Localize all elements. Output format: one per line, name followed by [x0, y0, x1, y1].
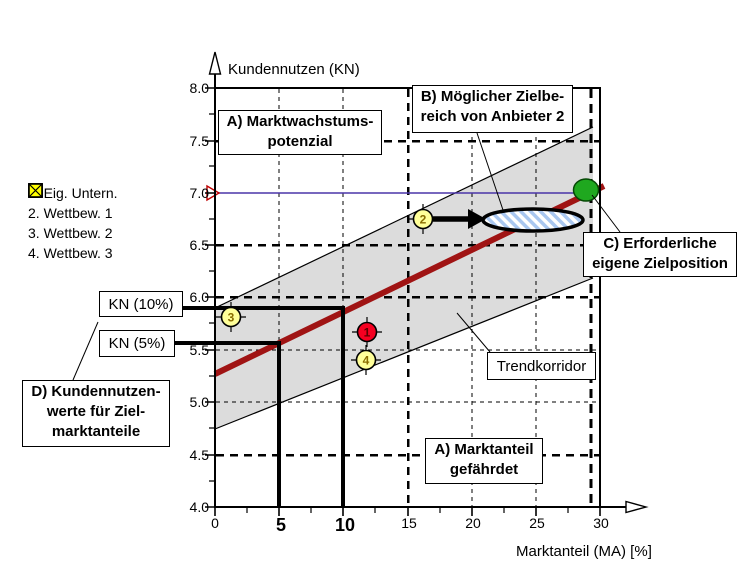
- annotation-zielbereich-anbieter2: B) Möglicher Zielbe- reich von Anbieter …: [412, 85, 573, 133]
- y-tick-4.5: 4.5: [190, 447, 210, 463]
- annotation-line: KN (5%): [108, 335, 166, 352]
- annotation-trendkorridor: Trendkorridor: [487, 352, 596, 380]
- x-tick-10: 10: [335, 515, 355, 535]
- x-tick-labels: 0 5 10 15 20 25 30: [211, 515, 609, 535]
- annotation-marktanteil-gefaehrdet: A) Marktanteil gefährdet: [425, 438, 543, 484]
- annotation-line: B) Möglicher Zielbe-: [420, 88, 565, 105]
- connector-trendkorridor: [456, 312, 491, 353]
- annotation-line: D) Kundennutzen-: [31, 383, 161, 400]
- x-tick-0: 0: [211, 515, 219, 531]
- legend-item-wettbew-2: 3. Wettbew. 2: [28, 183, 118, 243]
- shift-arrow-icon: [433, 209, 486, 229]
- marker-2-label: 2: [420, 213, 427, 227]
- annotation-line: eigene Zielposition: [592, 255, 728, 272]
- y-tick-5.0: 5.0: [190, 394, 210, 410]
- x-minor-ticks: [246, 507, 569, 513]
- x-axis-title: Marktanteil (MA) [%]: [516, 543, 652, 560]
- marker-3-wettbew-2: 3: [216, 302, 246, 332]
- marker-4-wettbew-3: 4: [351, 345, 381, 375]
- marker-4-label: 4: [363, 354, 370, 368]
- legend-swatch-yellow-icon: [28, 183, 43, 198]
- x-tick-15: 15: [401, 515, 417, 531]
- annotation-line: KN (10%): [108, 296, 174, 313]
- target-position-marker: [572, 178, 600, 202]
- annotation-erforderliche-zielposition: C) Erforderliche eigene Zielposition: [583, 232, 737, 277]
- annotation-line: gefährdet: [449, 461, 519, 478]
- legend-item-wettbew-1: 2. Wettbew. 1: [28, 183, 118, 223]
- legend: 1. Eig. Untern. 2. Wettbew. 1 3. Wettbew…: [28, 183, 118, 263]
- x-tick-20: 20: [465, 515, 481, 531]
- annotation-kn-10-percent: KN (10%): [99, 291, 183, 317]
- annotation-line: potenzial: [267, 133, 333, 150]
- annotation-marktwachstumspotenzial: A) Marktwachstums- potenzial: [218, 110, 382, 155]
- connector-b-to-ellipse: [476, 132, 504, 211]
- annotation-connectors: [72, 132, 621, 381]
- x-major-ticks: [214, 507, 601, 516]
- marker-1-eig-untern: 1: [352, 317, 382, 347]
- target-share-construction-lines: [175, 306, 345, 507]
- y-tick-labels: 8.0 7.5 7.0 6.5 6.0 5.5 5.0 4.5 4.0: [190, 80, 210, 515]
- kn10-construction-line: [183, 306, 345, 507]
- annotation-line: Trendkorridor: [496, 358, 587, 375]
- annotation-line: A) Marktwachstums-: [226, 113, 374, 130]
- axes: [205, 51, 649, 516]
- y-tick-7.0: 7.0: [190, 185, 210, 201]
- x-tick-5: 5: [276, 515, 286, 535]
- y-tick-8.0: 8.0: [190, 80, 210, 96]
- annotation-kn-5-percent: KN (5%): [99, 330, 175, 357]
- y-tick-5.5: 5.5: [190, 342, 210, 358]
- target-zone-ellipse: [481, 207, 585, 233]
- y-axis-title: Kundennutzen (KN): [228, 61, 360, 78]
- annotation-kundennutzenwerte: D) Kundennutzen- werte für Ziel- marktan…: [22, 380, 170, 447]
- y-tick-6.5: 6.5: [190, 237, 210, 253]
- annotation-line: werte für Ziel-: [46, 403, 146, 420]
- marker-2-wettbew-1: 2: [408, 204, 438, 234]
- annotation-line: reich von Anbieter 2: [420, 108, 565, 125]
- legend-label: 2. Wettbew. 1: [28, 205, 113, 221]
- annotation-line: A) Marktanteil: [434, 441, 534, 458]
- y-tick-6.0: 6.0: [190, 289, 210, 305]
- y-tick-7.5: 7.5: [190, 133, 210, 149]
- annotation-line: marktanteile: [51, 423, 141, 440]
- kn5-construction-line: [175, 341, 281, 507]
- marker-1-label: 1: [364, 326, 371, 340]
- y-minor-ticks: [209, 113, 215, 482]
- x-tick-30: 30: [593, 515, 609, 531]
- legend-label: 1. Eig. Untern.: [28, 185, 118, 201]
- marker-3-label: 3: [228, 311, 235, 325]
- x-tick-25: 25: [529, 515, 545, 531]
- legend-item-wettbew-3: 4. Wettbew. 3: [28, 183, 118, 263]
- y-tick-4.0: 4.0: [190, 499, 210, 515]
- annotation-line: C) Erforderliche: [603, 235, 717, 252]
- connector-d-to-kn-boxes: [72, 321, 99, 381]
- y-major-ticks: [205, 87, 215, 508]
- x-axis-arrow-icon: [625, 500, 649, 514]
- connector-c-to-target: [591, 194, 621, 233]
- y-axis-arrow-icon: [208, 51, 222, 75]
- legend-label: 4. Wettbew. 3: [28, 245, 113, 261]
- legend-label: 3. Wettbew. 2: [28, 225, 113, 241]
